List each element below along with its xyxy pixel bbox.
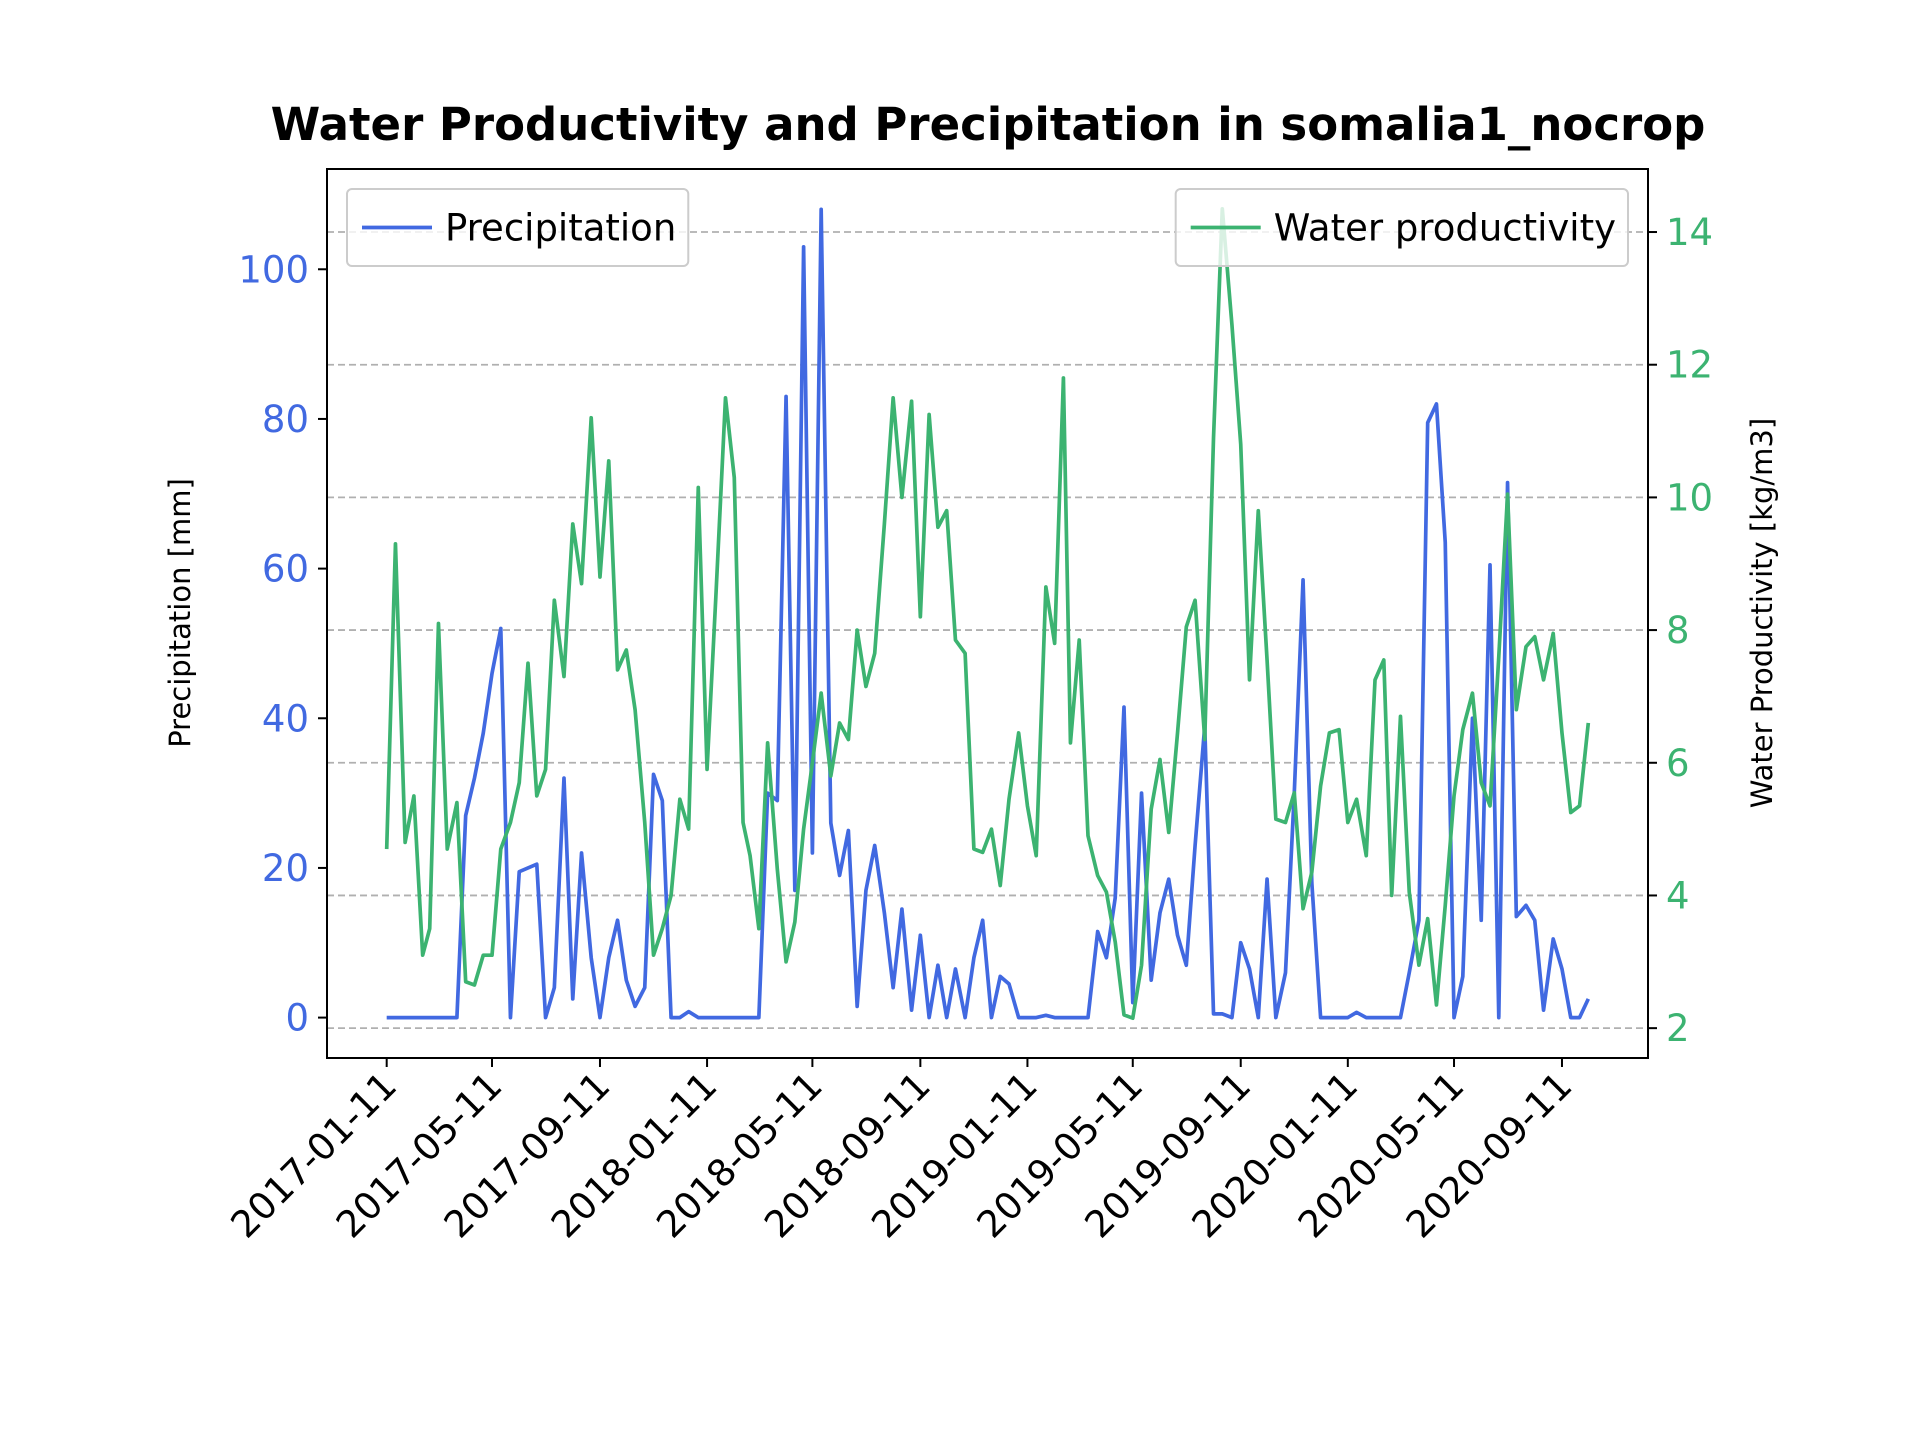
y2-tick-label: 10 [1666, 476, 1713, 519]
y2-axis-label: Water Productivity [kg/m3] [1745, 418, 1779, 808]
legend: Precipitation [346, 188, 690, 267]
y-tick-label: 20 [262, 847, 309, 890]
y-tick-label: 60 [262, 548, 309, 591]
plot-frame [326, 168, 1649, 1059]
legend: Water productivity [1174, 188, 1629, 267]
y2-tick-label: 14 [1666, 211, 1713, 254]
y-tick-label: 0 [285, 997, 309, 1040]
y-tick-label: 40 [262, 697, 309, 740]
y-tick-label: 100 [238, 248, 309, 291]
legend-label: Precipitation [445, 207, 676, 250]
y2-tick-label: 4 [1666, 874, 1690, 917]
legend-label: Water productivity [1274, 207, 1616, 250]
y2-tick-label: 2 [1666, 1007, 1690, 1050]
y-axis-label: Precipitation [mm] [163, 478, 197, 748]
y-tick-label: 80 [262, 398, 309, 441]
y2-tick-label: 12 [1666, 344, 1713, 387]
series-line [384, 206, 1591, 1021]
legend-box [346, 188, 690, 267]
chart-title: Water Productivity and Precipitation in … [271, 98, 1706, 151]
series-line [386, 207, 1590, 1020]
legend-box [1174, 188, 1629, 267]
y2-tick-label: 6 [1666, 742, 1690, 785]
y2-tick-label: 8 [1666, 609, 1690, 652]
